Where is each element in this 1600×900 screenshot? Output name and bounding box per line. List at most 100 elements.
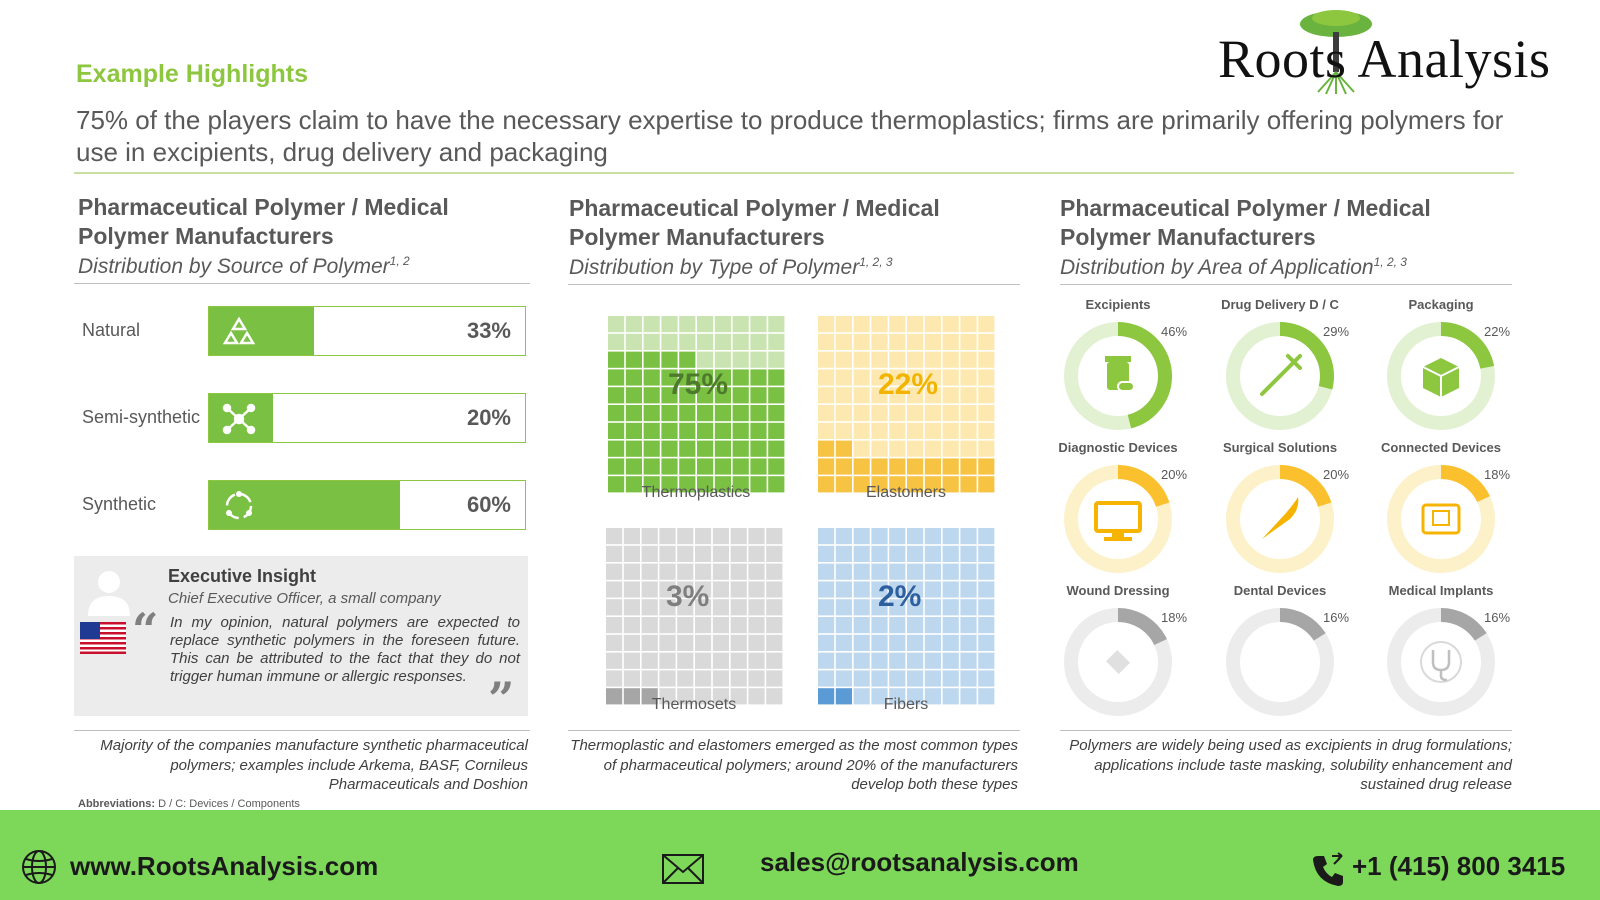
waffle-cell-empty (924, 333, 941, 350)
waffle-cell-empty (871, 545, 888, 562)
waffle-cell-empty (730, 688, 747, 705)
waffle-cell-empty (960, 688, 977, 705)
waffle-cell-empty (924, 652, 941, 669)
waffle-cell-empty (907, 599, 924, 616)
waffle-cell-empty (730, 545, 747, 562)
page-headline: 75% of the players claim to have the nec… (76, 105, 1504, 167)
donut-medical-implants (1387, 608, 1495, 716)
waffle-cell-empty (818, 528, 835, 545)
waffle-cell-empty (625, 316, 642, 333)
waffle-cell-empty (818, 599, 835, 616)
panel3-title: Pharmaceutical Polymer / Medical Polymer… (1060, 195, 1431, 250)
waffle-cell-filled (697, 369, 714, 386)
waffle-cell-empty (942, 599, 959, 616)
waffle-cell-empty (695, 688, 712, 705)
waffle-cell-empty (732, 316, 749, 333)
waffle-cell-empty (853, 333, 870, 350)
waffle-cell-filled (625, 476, 642, 493)
email-link[interactable]: sales@rootsanalysis.com (760, 847, 1079, 877)
waffle-cell-filled (679, 405, 696, 422)
waffle-cell-empty (818, 422, 835, 439)
waffle-cell-empty (960, 333, 977, 350)
waffle-cell-empty (623, 617, 640, 634)
waffle-cell-empty (641, 617, 658, 634)
us-flag-icon (80, 622, 126, 654)
waffle-cell-empty (942, 617, 959, 634)
panel1-note: Majority of the companies manufacture sy… (100, 737, 528, 793)
waffle-cell-empty (818, 316, 835, 333)
company-logo[interactable]: Roots Analysis (1218, 29, 1551, 89)
panel2-bottom-divider (568, 730, 1020, 731)
waffle-cell-empty (712, 599, 729, 616)
waffle-cell-empty (641, 563, 658, 580)
waffle-cell-filled (608, 387, 625, 404)
waffle-cell-filled (661, 351, 678, 368)
waffle-cell-empty (677, 617, 694, 634)
waffle-cell-empty (942, 316, 959, 333)
recycle-icon (222, 316, 256, 345)
waffle-cell-empty (748, 617, 765, 634)
waffle-cell-filled (625, 387, 642, 404)
waffle-cell-empty (853, 316, 870, 333)
waffle-cell-empty (942, 369, 959, 386)
tooth-icon (1264, 643, 1296, 682)
scalpel-icon (1262, 497, 1299, 539)
donut-arc-excipients (1064, 322, 1172, 430)
bar-value-natural: 33% (466, 318, 511, 343)
waffle-cell-filled (608, 369, 625, 386)
waffle-cell-empty (924, 634, 941, 651)
waffle-cell-empty (818, 545, 835, 562)
website-link[interactable]: www.RootsAnalysis.com (70, 851, 379, 881)
waffle-cell-empty (835, 634, 852, 651)
waffle-cell-empty (853, 563, 870, 580)
waffle-cell-filled (768, 422, 785, 439)
phone-icon (1313, 852, 1343, 886)
waffle-cell-empty (978, 563, 995, 580)
waffle-cell-empty (730, 563, 747, 580)
waffle-cell-filled (697, 440, 714, 457)
waffle-cell-empty (907, 405, 924, 422)
waffle-cell-empty (907, 563, 924, 580)
insight-role: Chief Executive Officer, a small company (168, 590, 441, 607)
bar-value-synthetic: 60% (466, 492, 511, 517)
waffle-cell-filled (643, 422, 660, 439)
waffle-cell-empty (960, 351, 977, 368)
waffle-cell-empty (732, 351, 749, 368)
donut-value-excipients: 46% (1161, 324, 1188, 339)
donut-label-diagnostic-devices: Diagnostic Devices (1058, 440, 1178, 455)
section-kicker: Example Highlights (76, 60, 308, 88)
panel3-subtitle: Distribution by Area of Application1, 2,… (1060, 255, 1407, 279)
waffle-cell-filled (608, 351, 625, 368)
waffle-cell-filled (714, 422, 731, 439)
waffle-cell-filled (661, 476, 678, 493)
monitor-icon (1094, 501, 1142, 541)
waffle-cell-filled (679, 387, 696, 404)
waffle-cell-empty (835, 422, 852, 439)
donut-value-surgical-solutions: 20% (1323, 467, 1350, 482)
waffle-cell-empty (924, 563, 941, 580)
waffle-cell-empty (659, 670, 676, 687)
waffle-cell-empty (871, 405, 888, 422)
waffle-cell-empty (907, 316, 924, 333)
waffle-cell-filled (714, 387, 731, 404)
phone-link[interactable]: +1 (415) 800 3415 (1352, 851, 1566, 881)
waffle-cell-empty (835, 652, 852, 669)
donut-value-diagnostic-devices: 20% (1161, 467, 1188, 482)
waffle-cell-filled (768, 405, 785, 422)
waffle-cell-empty (978, 369, 995, 386)
molecule-icon (222, 403, 256, 435)
waffle-cell-empty (766, 670, 783, 687)
waffle-cell-empty (924, 581, 941, 598)
waffle-cell-empty (641, 652, 658, 669)
waffle-cell-empty (871, 351, 888, 368)
panel2-note: Thermoplastic and elastomers emerged as … (570, 737, 1018, 793)
waffle-cell-filled (661, 422, 678, 439)
waffle-cell-empty (853, 545, 870, 562)
waffle-cell-empty (835, 670, 852, 687)
medicine-bottle-icon (1105, 356, 1135, 392)
header-divider (74, 172, 1514, 174)
cycle-icon (225, 491, 253, 520)
waffle-cell-empty (661, 316, 678, 333)
waffle-cell-empty (853, 369, 870, 386)
waffle-cell-empty (853, 634, 870, 651)
